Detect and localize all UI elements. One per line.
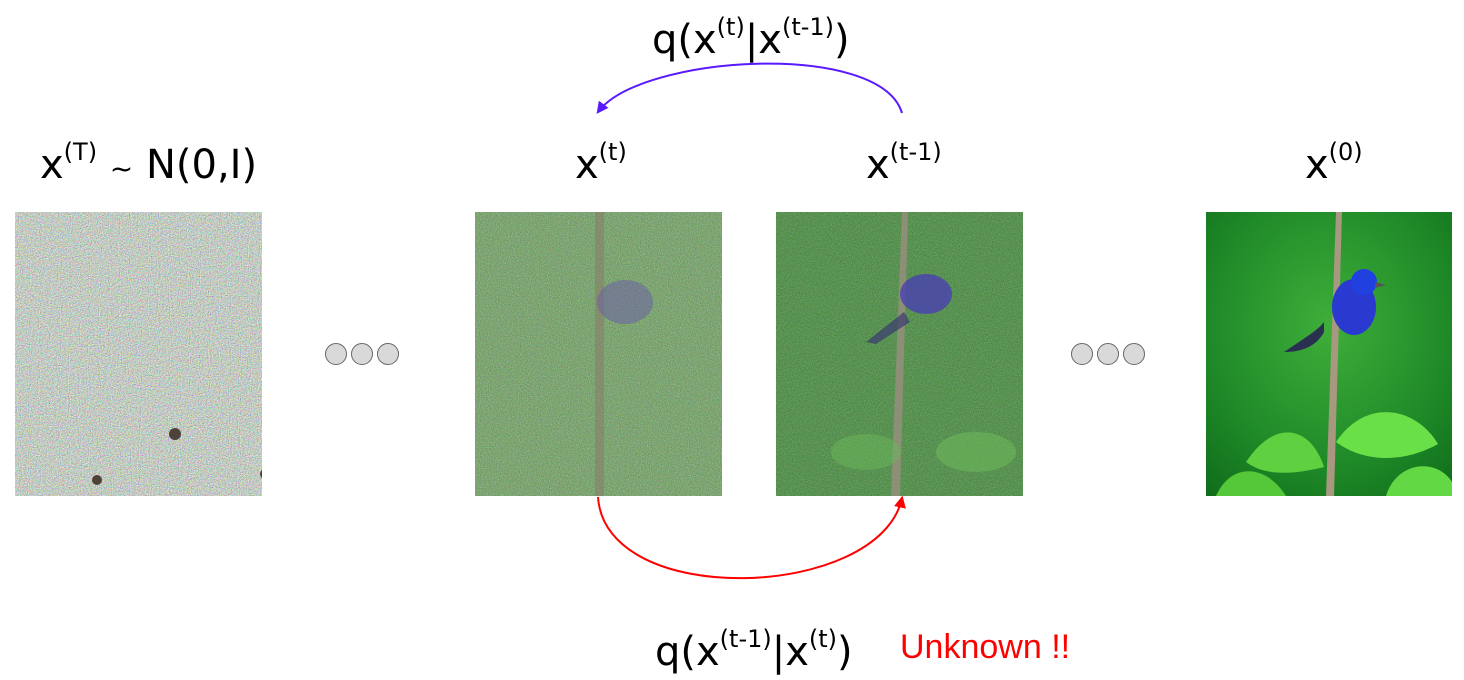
unknown-annotation: Unknown !! <box>900 628 1071 666</box>
forward-x2: x <box>758 17 782 63</box>
x-t-sup: (t) <box>598 138 627 166</box>
reverse-x2: x <box>785 629 809 675</box>
x-0-sup: (0) <box>1328 138 1363 166</box>
x-t-1-base: x <box>866 142 890 188</box>
forward-arrow <box>596 62 903 114</box>
label-x-t: x(t) <box>575 140 627 185</box>
forward-sup1: (t) <box>716 13 745 41</box>
clean-bird-image <box>1206 212 1452 496</box>
forward-close: ) <box>834 17 850 63</box>
reverse-bar: | <box>771 629 786 675</box>
dot-icon <box>1071 343 1093 365</box>
reverse-process-label: q(x(t-1)|x(t)) <box>655 627 853 672</box>
x-0-base: x <box>1305 142 1329 188</box>
image-x-t <box>475 212 722 496</box>
x-T-sup: (T) <box>63 138 98 166</box>
reverse-close: ) <box>837 629 853 675</box>
image-x-T-noise <box>15 212 262 496</box>
reverse-arrow <box>597 495 906 580</box>
x-T-base: x <box>40 142 64 188</box>
dot-icon <box>1097 343 1119 365</box>
ellipsis-dots-left <box>325 343 399 365</box>
forward-q: q( <box>652 17 693 63</box>
normal-distribution: N(0,I) <box>145 142 258 188</box>
dot-icon <box>1123 343 1145 365</box>
forward-bar: | <box>744 17 759 63</box>
reverse-q: q( <box>655 629 696 675</box>
ellipsis-dots-right <box>1071 343 1145 365</box>
image-x-t-1 <box>776 212 1023 496</box>
label-x-T: x(T) ~ N(0,I) <box>40 140 257 185</box>
forward-x1: x <box>693 17 717 63</box>
tilde: ~ <box>109 152 134 185</box>
reverse-sup2: (t) <box>808 625 838 653</box>
forward-process-label: q(x(t)|x(t-1)) <box>652 15 850 60</box>
label-x-0: x(0) <box>1305 140 1363 185</box>
dot-icon <box>325 343 347 365</box>
x-t-base: x <box>575 142 599 188</box>
dot-icon <box>377 343 399 365</box>
reverse-sup1: (t-1) <box>719 625 772 653</box>
forward-sup2: (t-1) <box>781 13 835 41</box>
dot-icon <box>351 343 373 365</box>
noise-image <box>15 212 262 496</box>
label-x-t-1: x(t-1) <box>866 140 942 185</box>
less-noisy-bird-image <box>776 212 1023 496</box>
reverse-x1: x <box>696 629 720 675</box>
noisy-bird-image <box>475 212 722 496</box>
x-t-1-sup: (t-1) <box>889 138 942 166</box>
image-x-0-clean <box>1206 212 1452 496</box>
